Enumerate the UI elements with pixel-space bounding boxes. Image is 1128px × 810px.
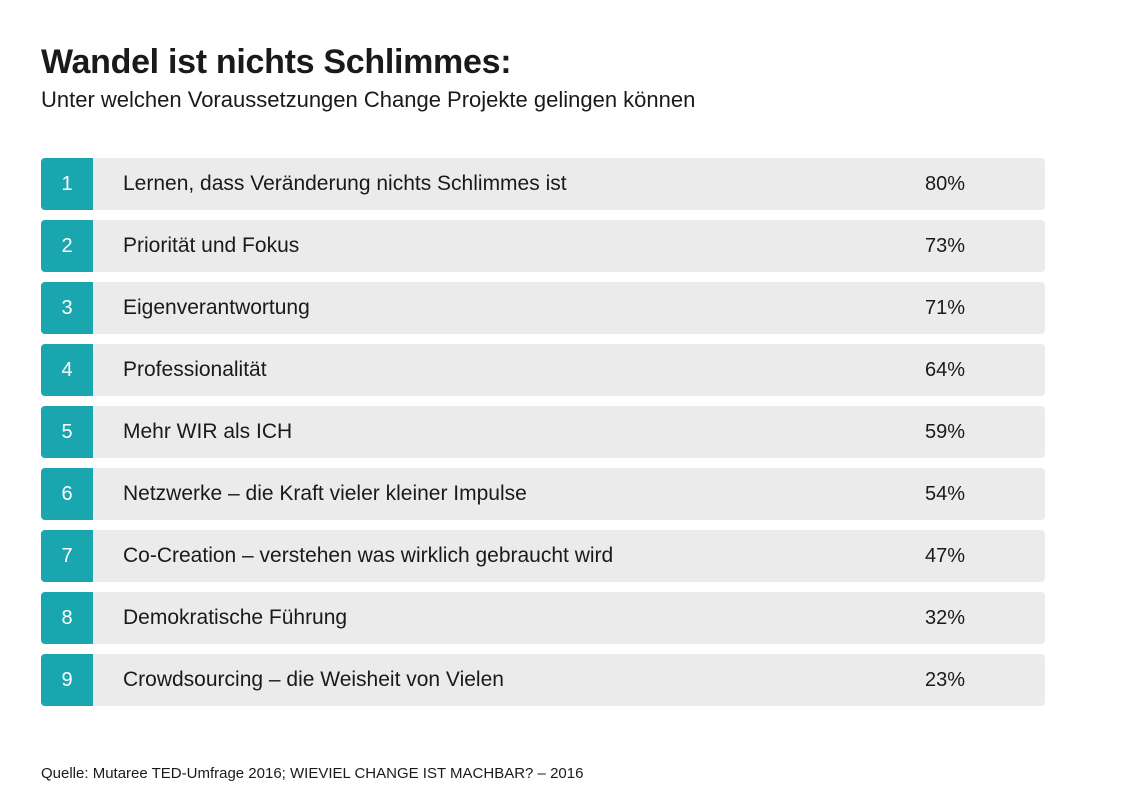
row-label: Demokratische Führung <box>123 606 348 629</box>
table-row: 2 Priorität und Fokus 73% <box>41 220 1045 272</box>
row-value: 54% <box>925 482 966 505</box>
rank-badge: 5 <box>41 406 93 458</box>
row-value: 59% <box>925 420 966 443</box>
row-label: Lernen, dass Veränderung nichts Schlimme… <box>123 172 567 195</box>
row-label: Eigenverantwortung <box>123 296 310 319</box>
row-label: Netzwerke – die Kraft vieler kleiner Imp… <box>123 482 527 505</box>
row-value: 32% <box>925 606 966 629</box>
row-value: 71% <box>925 296 966 319</box>
table-row: 1 Lernen, dass Veränderung nichts Schlimm… <box>41 158 1045 210</box>
rank-badge: 1 <box>41 158 93 210</box>
row-label: Mehr WIR als ICH <box>123 420 293 443</box>
rank-badge: 6 <box>41 468 93 520</box>
row-label: Crowdsourcing – die Weisheit von Vielen <box>123 668 504 691</box>
table-row: 3 Eigenverantwortung 71% <box>41 282 1045 334</box>
rank-badge: 8 <box>41 592 93 644</box>
rank-badge: 7 <box>41 530 93 582</box>
rank-badge: 2 <box>41 220 93 272</box>
chart-subtitle: Unter welchen Voraussetzungen Change Pro… <box>41 87 696 112</box>
table-row: 7 Co-Creation – verstehen was wirklich ge… <box>41 530 1045 582</box>
row-label: Priorität und Fokus <box>123 234 300 257</box>
rank-badge: 4 <box>41 344 93 396</box>
ranking-table: 1 Lernen, dass Veränderung nichts Schlimm… <box>41 158 1045 716</box>
row-label: Professionalität <box>123 358 267 381</box>
row-value: 64% <box>925 358 966 381</box>
table-row: 4 Professionalität 64% <box>41 344 1045 396</box>
source-note: Quelle: Mutaree TED-Umfrage 2016; WIEVIE… <box>41 765 584 782</box>
row-value: 73% <box>925 234 966 257</box>
rank-badge: 3 <box>41 282 93 334</box>
row-value: 80% <box>925 172 966 195</box>
row-value: 23% <box>925 668 966 691</box>
row-value: 47% <box>925 544 966 567</box>
table-row: 6 Netzwerke – die Kraft vieler kleiner Im… <box>41 468 1045 520</box>
rank-badge: 9 <box>41 654 93 706</box>
table-row: 8 Demokratische Führung 32% <box>41 592 1045 644</box>
chart-title: Wandel ist nichts Schlimmes: <box>41 43 512 81</box>
row-label: Co-Creation – verstehen was wirklich geb… <box>123 544 614 567</box>
table-row: 5 Mehr WIR als ICH 59% <box>41 406 1045 458</box>
table-row: 9 Crowdsourcing – die Weisheit von Vielen… <box>41 654 1045 706</box>
